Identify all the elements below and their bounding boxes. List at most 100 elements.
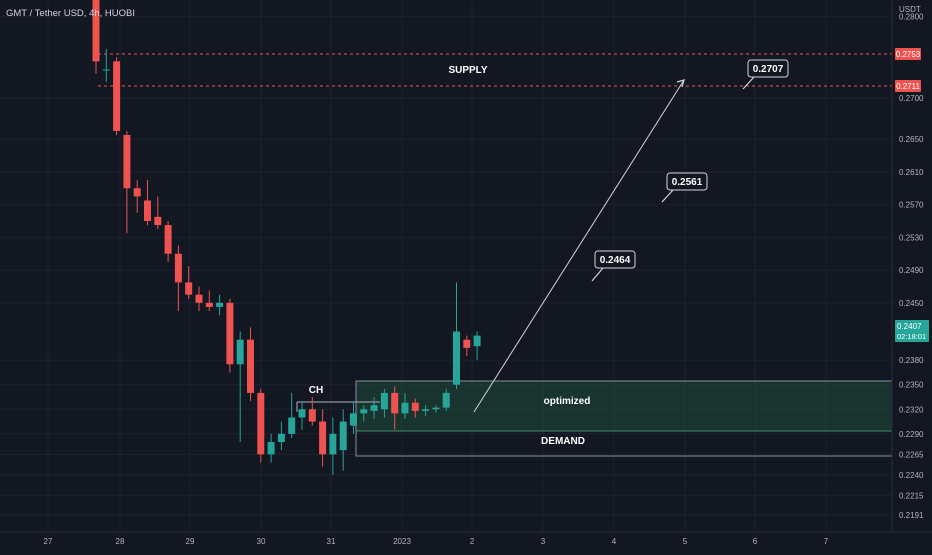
candle-down[interactable] [463,335,471,357]
candle-body [113,61,121,131]
candle-body [422,409,430,411]
price-tick-label: 0.2490 [899,266,924,275]
candle-body [144,200,151,221]
price-tick-label: 0.2700 [899,94,924,103]
candle-body [360,409,368,414]
candle-body [339,421,347,451]
candle-body [185,282,193,295]
candle-body [247,339,254,393]
candle-body [308,409,316,422]
candle-body [401,402,409,414]
supply-bottom-badge: 0.2711 [895,80,921,92]
candle-body [236,339,244,365]
candle-down[interactable] [133,180,141,213]
price-axis-currency: USDT [899,5,921,14]
candle-up[interactable] [453,282,460,389]
candle-up[interactable] [360,405,368,422]
candle-down[interactable] [92,0,100,74]
candle-down[interactable] [154,196,162,230]
price-tick-label: 0.2530 [899,233,924,242]
candle-body [277,433,285,443]
candle-down[interactable] [205,290,213,312]
candle-down[interactable] [113,57,121,135]
candle-body [380,392,388,410]
candle-down[interactable] [144,180,151,226]
price-tick-label: 0.2290 [899,430,924,439]
candle-down[interactable] [257,388,265,463]
candle-up[interactable] [350,401,357,434]
candle-body [319,421,327,455]
candle-up[interactable] [432,405,440,413]
candle-body [174,253,182,283]
candle-down[interactable] [391,386,399,430]
time-label: 2023 [393,537,411,546]
candle-down[interactable] [319,409,327,467]
candle-body [350,413,357,426]
candle-up[interactable] [288,392,296,438]
candle-up[interactable] [216,294,224,316]
candle-up[interactable] [473,331,481,361]
candle-up[interactable] [277,421,285,451]
candle-body [123,135,131,189]
candle-body [391,392,399,414]
candle-down[interactable] [164,220,172,262]
projection-arrow[interactable] [473,79,685,413]
price-axis[interactable]: USDT 0.2800 0.2700 0.2650 0.2610 0.2570 0.253… [891,0,929,532]
candle-body [133,188,141,197]
candle-up[interactable] [329,417,337,475]
supply-top-badge: 0.2753 [895,48,921,60]
time-label: 7 [824,537,829,546]
candle-up[interactable] [370,397,378,420]
supply-label: SUPPLY [448,65,487,76]
price-tick-label: 0.2265 [899,450,924,459]
candle-down[interactable] [174,245,182,312]
candle-body [453,331,460,385]
candle-body [205,302,213,307]
arrow-head [676,79,685,88]
time-label: 29 [186,537,195,546]
time-label: 6 [753,537,758,546]
price-tick-label: 0.2320 [899,405,924,414]
candle-body [370,405,378,411]
candle-up[interactable] [102,49,110,82]
candle-down[interactable] [123,130,131,234]
candle-body [92,0,100,62]
candle-up[interactable] [236,331,244,443]
candle-up[interactable] [339,409,347,471]
time-axis[interactable]: 27 28 29 30 31 2023 2 3 4 5 6 7 [0,531,932,546]
candle-up[interactable] [267,433,275,463]
price-tick-label: 0.2610 [899,168,924,177]
candle-up[interactable] [380,388,388,418]
candle-down[interactable] [185,266,193,299]
target-callout-3[interactable]: 0.2707 [742,59,789,90]
time-label: 3 [541,537,546,546]
current-price-badge: 0.2407 02:18:01 [895,320,929,342]
candle-up[interactable] [401,392,409,420]
current-price: 0.2407 [897,322,922,331]
price-tick-label: 0.2240 [899,471,924,480]
time-label: 5 [683,537,688,546]
candle-up[interactable] [298,401,306,430]
candle-up[interactable] [442,388,450,411]
price-ticks: 0.2800 0.2700 0.2650 0.2610 0.2570 0.2530 0.24… [899,12,924,520]
candle-body [154,216,162,226]
price-tick-label: 0.2380 [899,356,924,365]
time-label: 2 [470,537,475,546]
symbol-title[interactable]: GMT / Tether USD, 4h, HUOBI [6,8,135,19]
candle-up[interactable] [422,405,430,416]
price-tick-label: 0.2191 [899,511,924,520]
candle-down[interactable] [226,298,234,373]
target-callout-1[interactable]: 0.2464 [591,250,636,282]
target-callout-2[interactable]: 0.2561 [661,172,708,203]
candle-down[interactable] [195,286,203,312]
candle-down[interactable] [247,327,254,402]
price-tick-label: 0.2800 [899,12,924,21]
time-ticks: 27 28 29 30 31 2023 2 3 4 5 6 7 [44,537,829,546]
candle-down[interactable] [411,398,419,418]
candle-down[interactable] [308,397,316,426]
candle-body [329,433,337,455]
candle-body [164,225,172,254]
